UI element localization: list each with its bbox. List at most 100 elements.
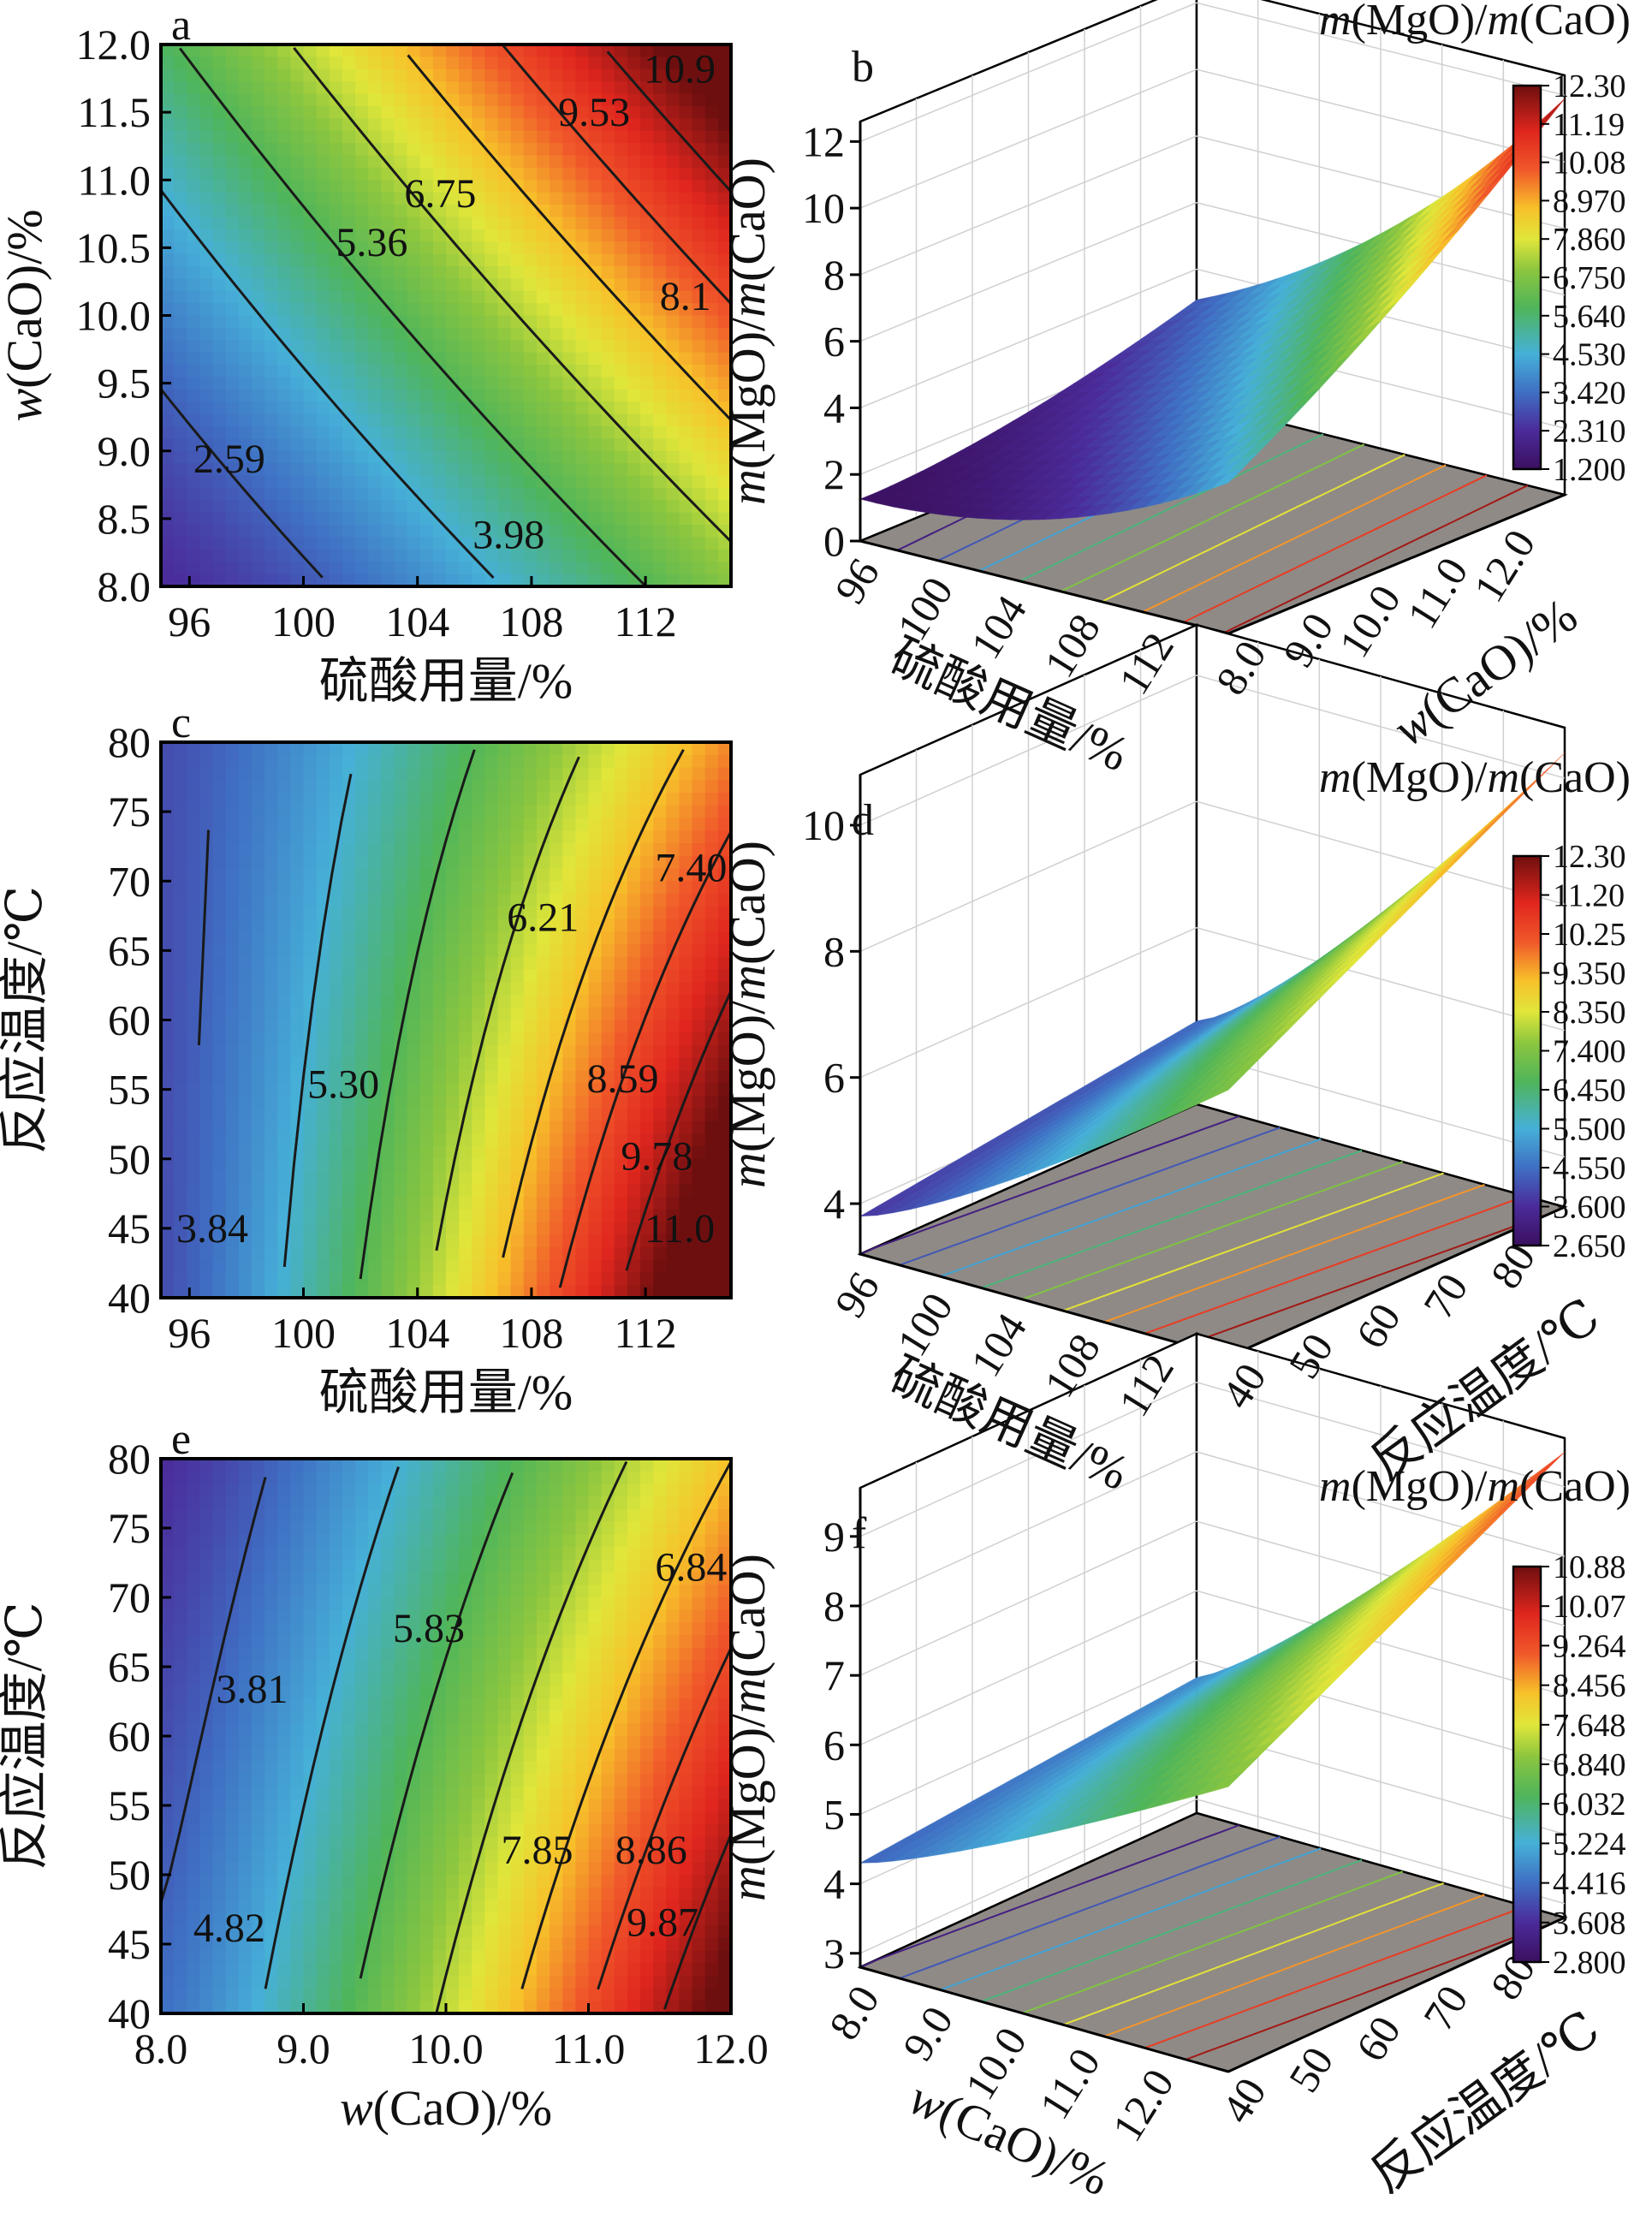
heat-cell (290, 780, 305, 794)
heat-cell (277, 754, 291, 769)
heat-cell (575, 1259, 590, 1274)
heat-cell (394, 944, 408, 958)
heat-cell (161, 1045, 175, 1059)
heat-cell (679, 868, 693, 882)
heat-cell (523, 1171, 538, 1185)
heat-cell (316, 192, 330, 205)
heat-cell (277, 1710, 291, 1724)
heat-cell (666, 843, 680, 857)
heat-cell (562, 1222, 576, 1235)
heat-cell (640, 401, 654, 415)
heat-cell (666, 1272, 680, 1286)
heat-cell (627, 1133, 641, 1147)
heat-cell (432, 574, 447, 587)
heat-cell (679, 793, 693, 806)
heat-cell (329, 767, 343, 781)
heat-cell (212, 352, 227, 366)
heat-cell (174, 1660, 187, 1674)
heat-cell (212, 1761, 227, 1775)
heat-cell (523, 438, 538, 452)
heat-cell (264, 537, 278, 550)
heat-cell (174, 1096, 187, 1109)
heat-cell (290, 1862, 305, 1876)
heat-cell (355, 315, 369, 329)
heat-cell (174, 1559, 187, 1573)
heat-cell (225, 830, 240, 844)
heat-cell (627, 549, 641, 562)
heat-cell (679, 327, 693, 341)
heat-cell (704, 352, 719, 366)
heat-cell (717, 830, 732, 844)
heat-cell (342, 969, 356, 983)
heat-cell (355, 969, 369, 983)
heat-cell (484, 463, 499, 477)
heat-cell (407, 512, 421, 526)
heat-cell (368, 68, 382, 82)
heat-cell (187, 1020, 201, 1033)
heat-cell (692, 805, 706, 819)
heat-cell (187, 742, 201, 756)
heat-cell (550, 1272, 563, 1286)
heat-cell (419, 1083, 434, 1097)
heat-cell (264, 1622, 278, 1636)
heat-cell (588, 1045, 603, 1059)
heat-cell (472, 1496, 486, 1510)
heat-cell (523, 1184, 538, 1198)
heat-cell (342, 155, 356, 169)
heat-cell (459, 68, 472, 82)
heat-cell (536, 217, 550, 230)
heat-cell (225, 438, 240, 452)
heat-cell (238, 1171, 253, 1185)
heat-cell (472, 1121, 486, 1134)
heat-cell (303, 105, 318, 119)
heat-cell (419, 413, 434, 427)
heat-cell (446, 105, 460, 119)
heat-cell (329, 1209, 343, 1223)
heat-cell (601, 830, 615, 844)
heat-cell (381, 1057, 395, 1072)
heat-cell (355, 265, 369, 279)
heat-cell (381, 1748, 395, 1763)
heat-cell (212, 1887, 227, 1901)
heat-cell (653, 45, 667, 57)
heat-cell (704, 1070, 719, 1084)
heat-cell (238, 180, 253, 193)
heat-cell (704, 205, 719, 218)
heat-cell (212, 1736, 227, 1750)
heat-cell (536, 906, 550, 920)
heat-cell (303, 1534, 318, 1548)
heat-cell (342, 1247, 356, 1261)
heat-cell (174, 1698, 187, 1712)
heat-cell (627, 401, 641, 415)
heat-cell (212, 475, 227, 489)
heat-cell (368, 549, 382, 562)
heat-cell (407, 401, 421, 415)
heat-cell (161, 1158, 175, 1173)
heat-cell (614, 130, 628, 144)
heat-cell (368, 1875, 382, 1888)
heat-cell (277, 1070, 291, 1084)
heat-cell (161, 1146, 175, 1160)
heat-cell (161, 906, 175, 920)
heat-cell (497, 1133, 512, 1147)
heat-cell (187, 1234, 201, 1248)
heat-cell (199, 56, 214, 70)
heat-cell (264, 549, 278, 562)
heat-cell (484, 767, 499, 781)
heat-cell (394, 118, 408, 132)
heat-cell (523, 1020, 538, 1033)
heat-cell (161, 1285, 175, 1299)
heat-cell (355, 537, 369, 550)
heat-cell (329, 1748, 343, 1763)
heat-cell (510, 105, 525, 119)
heat-cell (225, 1096, 240, 1109)
heat-cell (329, 1057, 343, 1072)
heat-cell (510, 413, 525, 427)
heat-cell (199, 1057, 214, 1072)
heat-cell (381, 1686, 395, 1699)
heat-cell (510, 340, 525, 354)
heat-cell (484, 742, 499, 756)
heat-cell (329, 1020, 343, 1033)
heat-cell (212, 105, 227, 119)
heat-cell (355, 1020, 369, 1033)
